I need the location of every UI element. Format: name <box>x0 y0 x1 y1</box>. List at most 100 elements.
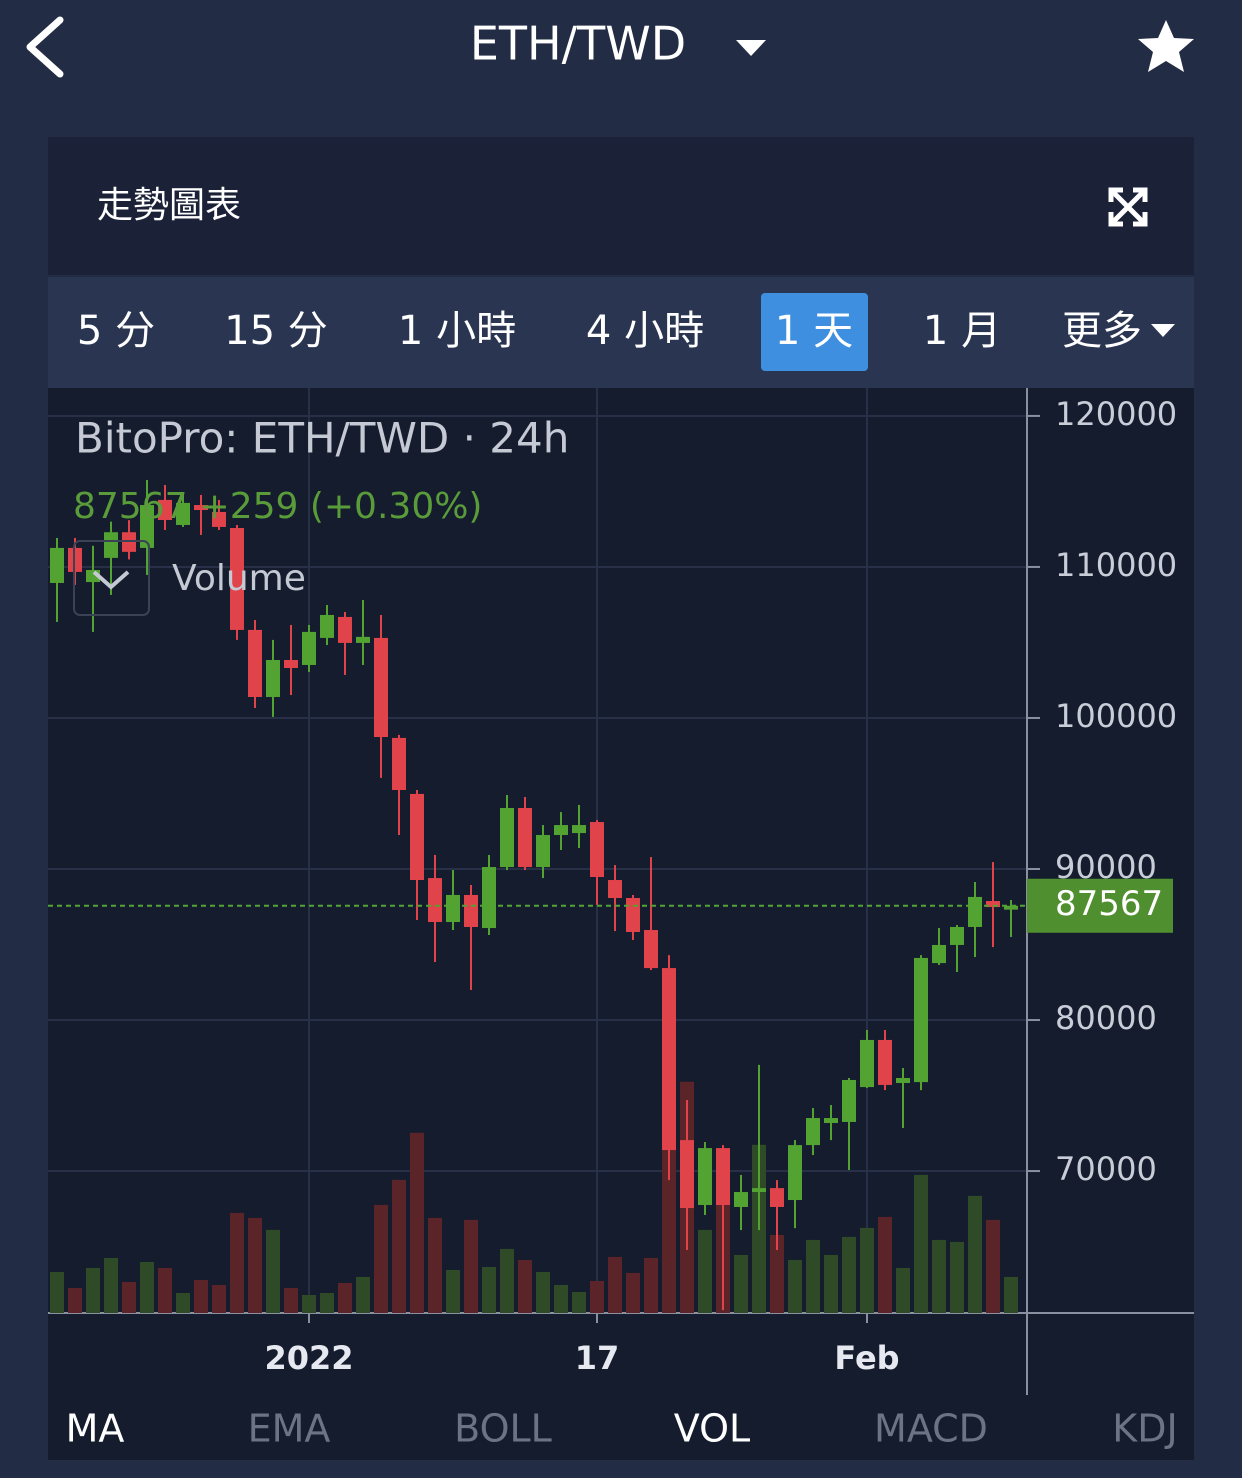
legend-change: +259 (+0.30%) <box>200 486 483 527</box>
volume-bar <box>122 1281 136 1313</box>
candle-body <box>194 505 208 511</box>
candle-body <box>806 1118 820 1146</box>
candle-body <box>482 867 496 929</box>
candle-body <box>752 1188 766 1193</box>
volume-bar <box>1004 1276 1018 1313</box>
interval-tab[interactable]: 5 分 <box>77 308 155 354</box>
volume-bar <box>536 1271 550 1313</box>
volume-bar <box>590 1280 604 1313</box>
back-button[interactable] <box>26 16 64 78</box>
interval-tabs: 5 分 15 分 1 小時 4 小時 1 天 1 月 更多 <box>77 293 1175 371</box>
candle-body <box>50 547 64 583</box>
expand-button[interactable] <box>1108 187 1148 227</box>
tab-highlight <box>761 293 868 371</box>
candle-body <box>860 1039 874 1088</box>
candle-body <box>968 896 982 927</box>
panel-title: 走勢圖表 <box>97 185 241 226</box>
candle-body <box>986 901 1000 908</box>
candle-body <box>230 527 244 630</box>
interval-tab[interactable]: 1 小時 <box>398 308 516 354</box>
x-tick-label: 17 <box>575 1339 620 1377</box>
indicator-tab[interactable]: VOL <box>674 1407 750 1451</box>
interval-tab[interactable]: 15 分 <box>224 308 328 354</box>
candle-body <box>716 1148 730 1206</box>
candle-body <box>410 793 424 881</box>
legend-price: 87567 <box>73 486 188 527</box>
volume-bar <box>878 1216 892 1313</box>
volume-bar <box>896 1267 910 1313</box>
candle-body <box>446 894 460 923</box>
candle-body <box>302 631 316 665</box>
volume-bar <box>68 1287 82 1313</box>
candle-body <box>950 926 964 945</box>
candle-body <box>122 532 136 552</box>
volume-bar <box>932 1239 946 1313</box>
panel-header <box>48 137 1194 275</box>
interval-tab[interactable]: 1 月 <box>923 308 1001 354</box>
candle-body <box>140 505 154 548</box>
candle-body <box>770 1188 784 1207</box>
candle-body <box>572 825 586 834</box>
favorite-star[interactable] <box>1138 20 1194 72</box>
volume-bar <box>392 1179 406 1313</box>
volume-bar <box>644 1257 658 1313</box>
pair-title[interactable]: ETH/TWD <box>470 17 686 71</box>
indicator-tab[interactable]: MACD <box>874 1407 988 1451</box>
volume-bar <box>698 1229 712 1313</box>
interval-tab[interactable]: 4 小時 <box>586 308 704 354</box>
volume-bar <box>626 1272 640 1313</box>
indicator-tab[interactable]: EMA <box>248 1407 331 1451</box>
volume-bar <box>266 1229 280 1313</box>
volume-bar <box>770 1234 784 1313</box>
volume-bar <box>806 1239 820 1313</box>
candle-body <box>698 1148 712 1206</box>
candle-body <box>824 1118 838 1124</box>
candle-body <box>608 880 622 898</box>
y-tick-label: 110000 <box>1055 546 1177 584</box>
volume-bar <box>320 1292 334 1313</box>
volume-bar <box>572 1291 586 1313</box>
last-price-box <box>1027 878 1173 933</box>
last-price-label: 87567 <box>1055 884 1163 924</box>
candle-body <box>518 807 532 868</box>
candle-body <box>842 1079 856 1122</box>
volume-bar <box>860 1227 874 1313</box>
candle-body <box>734 1192 748 1207</box>
volume-bar <box>824 1254 838 1313</box>
candle-body <box>374 637 388 738</box>
interval-tab[interactable]: 1 天 <box>775 308 853 354</box>
x-tick-label: Feb <box>834 1339 899 1377</box>
volume-bar <box>248 1217 262 1313</box>
candle-body <box>914 957 928 1083</box>
indicator-tab[interactable]: KDJ <box>1112 1407 1177 1451</box>
volume-bar <box>428 1217 442 1313</box>
volume-bar <box>104 1257 118 1313</box>
volume-bar <box>986 1219 1000 1313</box>
indicator-tab[interactable]: MA <box>66 1407 125 1451</box>
volume-bar <box>140 1261 154 1313</box>
volume-toggle[interactable] <box>73 540 150 616</box>
volume-bar <box>914 1174 928 1313</box>
candle-body <box>284 659 298 668</box>
pair-dropdown[interactable] <box>736 40 766 56</box>
more-dropdown[interactable] <box>1151 324 1175 337</box>
volume-chevron <box>92 570 130 590</box>
indicator-tab[interactable]: BOLL <box>454 1407 552 1451</box>
volume-legend: Volume <box>172 558 306 599</box>
candle-body <box>176 502 190 525</box>
candle-body <box>428 878 442 923</box>
volume-bar <box>194 1279 208 1313</box>
volume-bar <box>500 1248 514 1313</box>
y-tick-label: 70000 <box>1055 1150 1157 1188</box>
candle-body <box>680 1140 694 1209</box>
volume-bar <box>50 1271 64 1313</box>
candle-body <box>554 825 568 836</box>
volume-bar <box>410 1132 424 1313</box>
volume-bar <box>968 1195 982 1313</box>
candle-body <box>320 614 334 638</box>
y-tick-label: 80000 <box>1055 999 1157 1037</box>
candle-body <box>248 629 262 697</box>
interval-tab[interactable]: 更多 <box>1062 308 1142 354</box>
indicator-tabs: MA EMA BOLL VOL MACD KDJ <box>66 1407 1178 1451</box>
volume-bar <box>446 1269 460 1313</box>
